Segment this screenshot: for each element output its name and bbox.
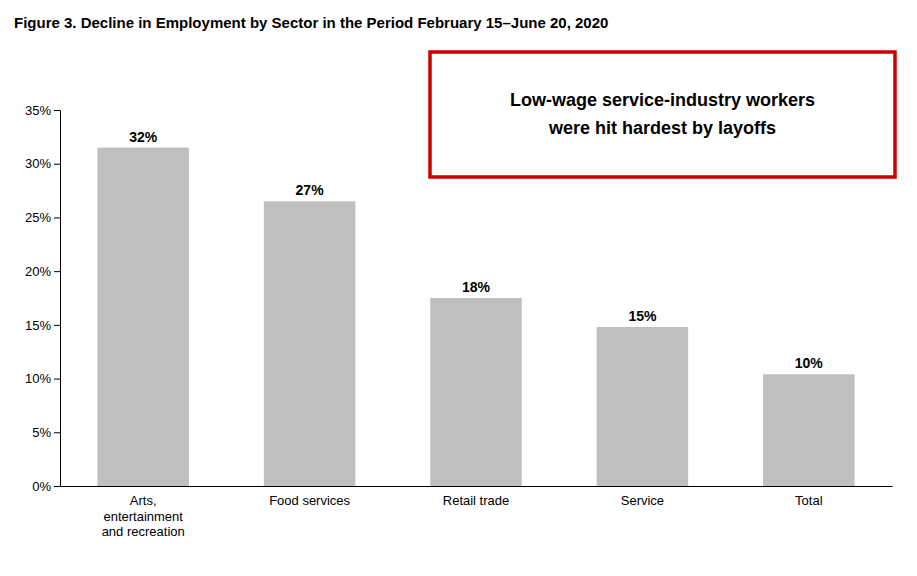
chart: Figure 3. Decline in Employment by Secto…	[0, 0, 917, 576]
bars	[97, 148, 854, 486]
tick-label-line: and recreation	[102, 524, 185, 539]
tick-label: Arts,entertainmentand recreation	[102, 493, 185, 539]
tick-label: Service	[621, 493, 664, 508]
x-axis: Arts,entertainmentand recreation Food ser…	[61, 487, 893, 540]
axis-domain	[61, 486, 893, 487]
tick-label-line: Food services	[269, 493, 350, 508]
tick: Arts,entertainmentand recreation	[102, 493, 185, 539]
bar	[597, 327, 689, 486]
tick-mark	[54, 110, 60, 111]
tick-label-line: entertainment	[103, 509, 183, 524]
data-label: 10%	[795, 355, 824, 371]
tick-label: 25%	[25, 210, 51, 225]
tick: 20%	[25, 264, 60, 279]
tick: Food services	[269, 493, 350, 508]
annotation: Low-wage service-industry workers were hi…	[430, 52, 895, 177]
tick-label: 10%	[25, 371, 51, 386]
tick-mark	[54, 379, 60, 380]
bar	[763, 374, 855, 486]
data-label: 32%	[129, 129, 158, 145]
tick-mark	[54, 432, 60, 433]
tick-label: Food services	[269, 493, 350, 508]
tick: 0%	[32, 479, 60, 494]
annotation-text: Low-wage service-industry workers were hi…	[510, 89, 815, 137]
tick: 5%	[32, 425, 60, 440]
tick: Total	[795, 493, 823, 508]
tick-label-line: Retail trade	[443, 493, 509, 508]
tick: 15%	[25, 318, 60, 333]
tick-label-line: Service	[621, 493, 664, 508]
tick: Service	[621, 493, 664, 508]
tick-label: Retail trade	[443, 493, 509, 508]
title: Figure 3. Decline in Employment by Secto…	[14, 14, 608, 31]
y-axis: 0% 5% 10% 15% 20% 25% 30% 35%	[25, 103, 61, 494]
bar	[264, 201, 356, 486]
tick-label-line: Total	[795, 493, 823, 508]
tick-label: Total	[795, 493, 823, 508]
tick: Retail trade	[443, 493, 509, 508]
bar	[430, 298, 522, 486]
tick-mark	[54, 271, 60, 272]
tick: 10%	[25, 371, 60, 386]
annotation-line: Low-wage service-industry workers	[510, 89, 815, 109]
tick: 35%	[25, 103, 60, 118]
annotation-line: were hit hardest by layoffs	[548, 117, 776, 137]
tick-label: 5%	[32, 425, 51, 440]
annotation-box	[430, 52, 895, 177]
bar	[97, 148, 189, 486]
tick: 25%	[25, 210, 60, 225]
tick-mark	[54, 486, 60, 487]
tick-label: 20%	[25, 264, 51, 279]
tick-label: 0%	[32, 479, 51, 494]
data-label: 27%	[296, 182, 325, 198]
data-label: 18%	[462, 279, 491, 295]
tick-mark	[54, 217, 60, 218]
data-label: 15%	[628, 308, 657, 324]
tick-label: 30%	[25, 156, 51, 171]
tick-mark	[54, 325, 60, 326]
axis-domain	[54, 111, 61, 487]
tick-label: 15%	[25, 318, 51, 333]
tick-label: 35%	[25, 103, 51, 118]
tick-label-line: Arts,	[130, 493, 157, 508]
tick: 30%	[25, 156, 60, 171]
tick-mark	[54, 164, 60, 165]
